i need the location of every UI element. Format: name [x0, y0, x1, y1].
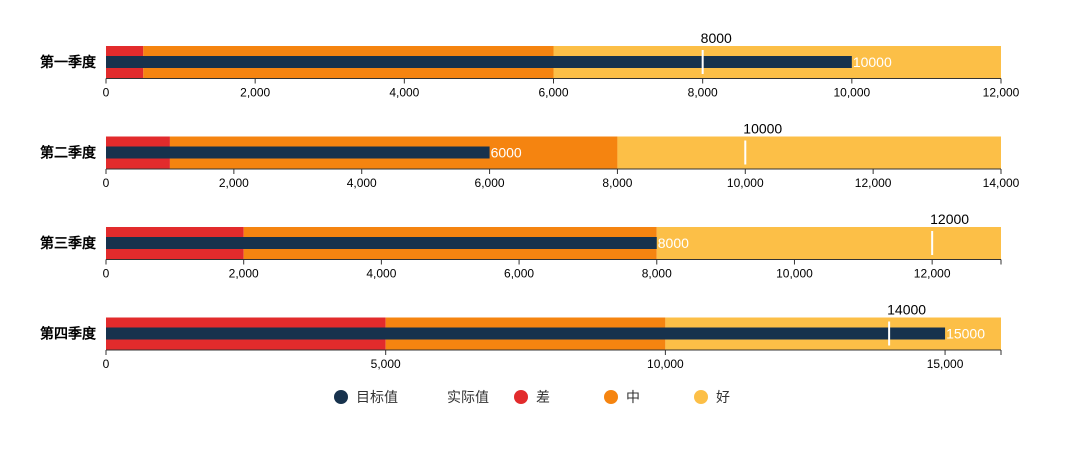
actual-bar: [106, 56, 852, 68]
legend-marker: [604, 390, 618, 404]
bullet-row-3: 第三季度 8000 12000 0 2,000 4,000 6,000 8,000 10,000…: [40, 211, 1002, 281]
actual-value-label: 6000: [491, 145, 522, 161]
legend: 目标值 实际值 差 中 好: [334, 389, 730, 405]
target-marker: [701, 50, 704, 74]
x-tick-label: 2,000: [229, 267, 259, 281]
range-good: [656, 227, 1001, 259]
legend-label: 好: [716, 389, 730, 405]
category-label: 第三季度: [40, 235, 97, 251]
legend-label: 差: [536, 389, 550, 405]
legend-marker: [694, 390, 708, 404]
x-tick-label: 15,000: [927, 357, 964, 371]
x-tick-label: 8,000: [602, 176, 632, 190]
x-tick-label: 0: [103, 267, 110, 281]
legend-marker: [514, 390, 528, 404]
actual-bar: [106, 327, 946, 340]
x-tick-label: 10,000: [833, 86, 870, 100]
x-tick-label: 5,000: [371, 357, 401, 371]
target-marker: [931, 231, 934, 255]
x-tick-label: 14,000: [983, 176, 1020, 190]
x-tick-label: 4,000: [347, 176, 377, 190]
category-label: 第四季度: [40, 326, 97, 342]
x-tick-label: 0: [103, 86, 110, 100]
legend-marker: [334, 390, 348, 404]
x-tick-label: 10,000: [776, 267, 813, 281]
target-value-label: 8000: [701, 30, 732, 46]
range-good: [617, 136, 1001, 169]
x-tick-label: 12,000: [855, 176, 892, 190]
target-value-label: 10000: [743, 121, 782, 137]
category-label: 第一季度: [40, 54, 97, 70]
target-value-label: 12000: [930, 211, 969, 227]
x-tick-label: 6,000: [475, 176, 505, 190]
x-tick-label: 10,000: [647, 357, 684, 371]
category-label: 第二季度: [40, 145, 97, 161]
legend-label: 中: [626, 389, 640, 405]
x-tick-label: 2,000: [219, 176, 249, 190]
x-tick-label: 6,000: [504, 267, 534, 281]
x-tick-label: 4,000: [389, 86, 419, 100]
x-tick-label: 10,000: [727, 176, 764, 190]
legend-item[interactable]: 好: [694, 389, 730, 405]
bullet-row-4: 第四季度 15000 14000 0 5,000 10,000 15,000: [40, 302, 1002, 371]
actual-bar: [106, 237, 657, 249]
bullet-row-1: 第一季度 10000 8000 0 2,000 4,000 6,000 8,000 10,000…: [40, 30, 1020, 100]
actual-value-label: 15000: [946, 326, 985, 342]
target-value-label: 14000: [887, 302, 926, 318]
actual-value-label: 8000: [658, 235, 689, 251]
x-tick-label: 8,000: [642, 267, 672, 281]
x-tick-label: 0: [103, 357, 110, 371]
actual-bar: [106, 146, 490, 159]
x-tick-label: 2,000: [240, 86, 270, 100]
actual-value-label: 10000: [853, 54, 892, 70]
bullet-row-2: 第二季度 6000 10000 0 2,000 4,000 6,000 8,000 10,000…: [40, 121, 1020, 191]
legend-item[interactable]: 差: [514, 389, 550, 405]
legend-item[interactable]: 中: [604, 389, 640, 405]
x-tick-label: 4,000: [366, 267, 396, 281]
legend-label: 目标值: [356, 389, 398, 405]
legend-label: 实际值: [447, 389, 489, 405]
x-tick-label: 0: [103, 176, 110, 190]
x-tick-label: 6,000: [538, 86, 568, 100]
x-tick-label: 12,000: [983, 86, 1020, 100]
target-marker: [888, 321, 891, 346]
x-tick-label: 8,000: [688, 86, 718, 100]
legend-item[interactable]: 实际值: [447, 389, 489, 405]
legend-item[interactable]: 目标值: [334, 389, 398, 405]
target-marker: [744, 140, 747, 165]
x-tick-label: 12,000: [914, 267, 951, 281]
